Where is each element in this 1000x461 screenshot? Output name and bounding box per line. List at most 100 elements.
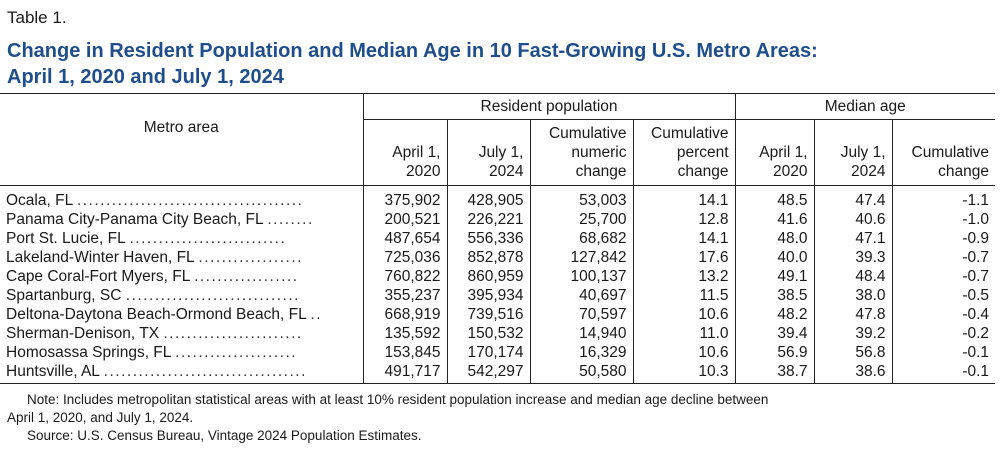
metro-name: Sherman-Denison, TX ....................…: [0, 324, 364, 343]
col-header-pop-2020: April 1, 2020: [363, 119, 448, 186]
numeric-change: 25,700: [530, 210, 634, 229]
title-line-1: Change in Resident Population and Median…: [7, 40, 818, 62]
percent-change: 10.6: [633, 305, 736, 324]
age-change: -0.7: [962, 268, 990, 285]
pop-2024: 150,532: [447, 324, 531, 343]
age-2024: 47.1: [814, 229, 893, 248]
percent-change: 14.1: [633, 185, 736, 210]
age-2024: 47.8: [814, 305, 893, 324]
col-header-age-2020: April 1, 2020: [735, 119, 815, 186]
pop-2020: 491,717: [363, 362, 448, 384]
numeric-change: 14,940: [530, 324, 634, 343]
age-change: -0.1: [892, 362, 996, 384]
numeric-change: 68,682: [530, 229, 634, 248]
col-group-resident-population: Resident population: [363, 93, 736, 120]
metro-name: Port St. Lucie, FL .....................…: [0, 229, 364, 248]
table-row: Huntsville, AL .........................…: [0, 362, 996, 384]
col-header-numeric-change: Cumulative numeric change: [530, 119, 634, 186]
col-group-median-age: Median age: [735, 93, 996, 120]
col-header-age-change: Cumulative change: [892, 119, 996, 186]
metro-name: Huntsville, AL .........................…: [0, 362, 364, 384]
age-2024: 40.6: [814, 210, 893, 229]
percent-change: 10.6: [633, 343, 736, 362]
age-2020: 56.9: [735, 343, 815, 362]
pop-2020: 375,902: [363, 185, 448, 210]
table-row: Sherman-Denison, TX ....................…: [0, 324, 995, 343]
title-line-2: April 1, 2020 and July 1, 2024: [7, 66, 284, 88]
metro-name: Cape Coral-Fort Myers, FL ..............…: [0, 267, 364, 286]
note-line-1: Note: Includes metropolitan statistical …: [27, 392, 769, 407]
age-change: -1.0: [962, 211, 990, 228]
age-change: -0.7: [962, 249, 990, 266]
pop-2020: 200,521: [363, 210, 448, 229]
table-row: Spartanburg, SC ........................…: [0, 286, 995, 305]
age-change: -0.9: [962, 230, 990, 247]
percent-change: 12.8: [633, 210, 736, 229]
age-2020: 48.5: [735, 185, 815, 210]
pop-2024: 226,221: [447, 210, 531, 229]
age-2020: 48.2: [735, 305, 815, 324]
table-label: Table 1.: [7, 8, 67, 27]
age-2024: 39.2: [814, 324, 893, 343]
age-2024: 47.4: [814, 185, 893, 210]
data-table: Metro area Resident population Median ag…: [0, 93, 996, 384]
numeric-change: 53,003: [530, 185, 634, 210]
pop-2020: 725,036: [363, 248, 448, 267]
age-2020: 38.5: [735, 286, 815, 305]
numeric-change: 127,842: [530, 248, 634, 267]
age-change: -0.1: [962, 344, 990, 361]
age-2020: 39.4: [735, 324, 815, 343]
pop-2024: 860,959: [447, 267, 531, 286]
source-line: Source: U.S. Census Bureau, Vintage 2024…: [27, 428, 422, 443]
age-2020: 40.0: [735, 248, 815, 267]
metro-name: Spartanburg, SC ........................…: [0, 286, 364, 305]
numeric-change: 70,597: [530, 305, 634, 324]
table-row: Cape Coral-Fort Myers, FL ..............…: [0, 267, 995, 286]
pop-2020: 135,592: [363, 324, 448, 343]
percent-change: 17.6: [633, 248, 736, 267]
metro-name: Lakeland-Winter Haven, FL ..............…: [0, 248, 364, 267]
numeric-change: 100,137: [530, 267, 634, 286]
pop-2024: 556,336: [447, 229, 531, 248]
percent-change: 11.0: [633, 324, 736, 343]
table-row: Ocala, FL ..............................…: [0, 185, 995, 210]
table-row: Deltona-Daytona Beach-Ormond Beach, FL .…: [0, 305, 995, 324]
percent-change: 14.1: [633, 229, 736, 248]
numeric-change: 50,580: [530, 362, 634, 384]
age-change: -0.4: [962, 306, 990, 323]
percent-change: 11.5: [633, 286, 736, 305]
pop-2020: 153,845: [363, 343, 448, 362]
age-2024: 48.4: [814, 267, 893, 286]
metro-name: Ocala, FL ..............................…: [0, 185, 364, 210]
metro-name: Deltona-Daytona Beach-Ormond Beach, FL .…: [0, 305, 364, 324]
age-2024: 56.8: [814, 343, 893, 362]
pop-2020: 355,237: [363, 286, 448, 305]
age-change: -0.2: [962, 325, 990, 342]
age-2020: 48.0: [735, 229, 815, 248]
table-row: Panama City-Panama City Beach, FL ......…: [0, 210, 995, 229]
pop-2024: 395,934: [447, 286, 531, 305]
table-row: Port St. Lucie, FL .....................…: [0, 229, 995, 248]
age-2024: 39.3: [814, 248, 893, 267]
age-2024: 38.6: [814, 362, 893, 384]
age-2024: 38.0: [814, 286, 893, 305]
pop-2024: 852,878: [447, 248, 531, 267]
numeric-change: 16,329: [530, 343, 634, 362]
age-2020: 49.1: [735, 267, 815, 286]
metro-name: Homosassa Springs, FL ..................…: [0, 343, 364, 362]
pop-2024: 428,905: [447, 185, 531, 210]
col-header-age-2024: July 1, 2024: [814, 119, 893, 186]
table-row: Homosassa Springs, FL ..................…: [0, 343, 995, 362]
age-change: -0.5: [962, 287, 990, 304]
pop-2020: 668,919: [363, 305, 448, 324]
col-header-pop-2024: July 1, 2024: [447, 119, 531, 186]
age-2020: 38.7: [735, 362, 815, 384]
table-title: Change in Resident Population and Median…: [7, 38, 818, 90]
pop-2024: 542,297: [447, 362, 531, 384]
age-change: -1.1: [962, 192, 990, 209]
metro-name: Panama City-Panama City Beach, FL ......…: [0, 210, 364, 229]
table-footnote: Note: Includes metropolitan statistical …: [7, 391, 967, 445]
age-2020: 41.6: [735, 210, 815, 229]
col-header-metro: Metro area: [0, 93, 364, 186]
